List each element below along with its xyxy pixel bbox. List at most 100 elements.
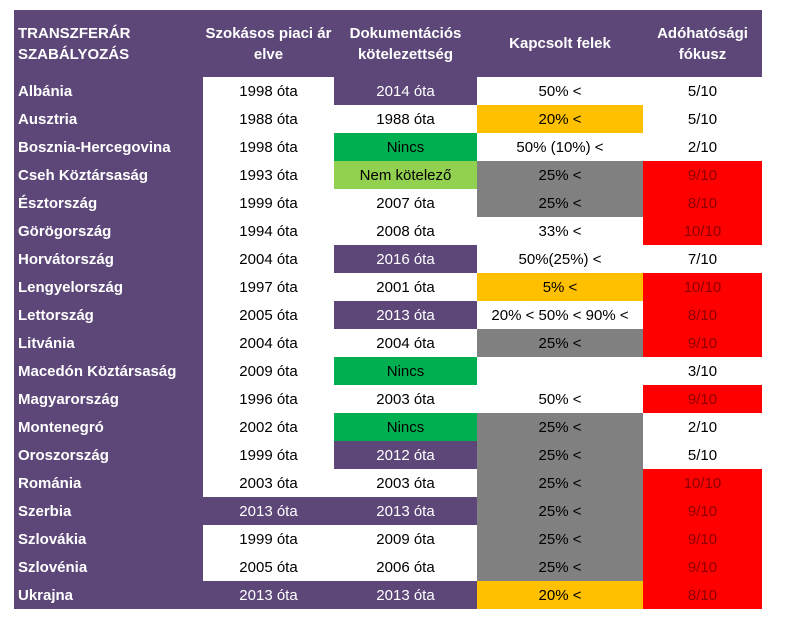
country-cell: Ukrajna	[14, 581, 203, 609]
arm-length-cell: 2004 óta	[203, 245, 334, 273]
country-cell: Montenegró	[14, 413, 203, 441]
tax-focus-cell: 10/10	[643, 273, 762, 301]
country-cell: Szlovákia	[14, 525, 203, 553]
table-row: Litvánia 2004 óta 2004 óta 25% <9/10	[14, 329, 762, 357]
table-row: Szerbia 2013 óta 2013 óta 25% <9/10	[14, 497, 762, 525]
documentation-cell: 2013 óta	[334, 497, 477, 525]
related-parties-cell: 25% <	[477, 161, 643, 189]
tax-focus-cell: 10/10	[643, 469, 762, 497]
documentation-cell: 2003 óta	[334, 385, 477, 413]
documentation-cell: 2016 óta	[334, 245, 477, 273]
table-row: Horvátország 2004 óta 2016 óta 50%(25%) <7/…	[14, 245, 762, 273]
country-cell: Szlovénia	[14, 553, 203, 581]
table-row: Lettország 2005 óta 2013 óta 20% < 50% < 90…	[14, 301, 762, 329]
arm-length-cell: 2005 óta	[203, 301, 334, 329]
tax-focus-cell: 9/10	[643, 385, 762, 413]
table-row: Észtország 1999 óta 2007 óta 25% <8/10	[14, 189, 762, 217]
country-cell: Szerbia	[14, 497, 203, 525]
country-cell: Cseh Köztársaság	[14, 161, 203, 189]
country-cell: Lengyelország	[14, 273, 203, 301]
arm-length-cell: 1993 óta	[203, 161, 334, 189]
header-country: TRANSZFERÁR SZABÁLYOZÁS	[14, 10, 203, 77]
tax-focus-cell: 9/10	[643, 497, 762, 525]
table-row: Szlovákia 1999 óta 2009 óta 25% <9/10	[14, 525, 762, 553]
documentation-cell: 2007 óta	[334, 189, 477, 217]
documentation-cell: 2004 óta	[334, 329, 477, 357]
arm-length-cell: 2013 óta	[203, 581, 334, 609]
related-parties-cell: 25% <	[477, 497, 643, 525]
table-row: Románia 2003 óta 2003 óta 25% <10/10	[14, 469, 762, 497]
related-parties-cell: 20% <	[477, 105, 643, 133]
related-parties-cell: 25% <	[477, 329, 643, 357]
tax-focus-cell: 5/10	[643, 105, 762, 133]
related-parties-cell: 50% (10%) <	[477, 133, 643, 161]
arm-length-cell: 1998 óta	[203, 77, 334, 105]
table-row: Ausztria 1988 óta 1988 óta 20% <5/10	[14, 105, 762, 133]
related-parties-cell: 33% <	[477, 217, 643, 245]
table-row: Macedón Köztársaság 2009 óta Nincs 3/10	[14, 357, 762, 385]
documentation-cell: Nincs	[334, 413, 477, 441]
tax-focus-cell: 9/10	[643, 525, 762, 553]
table-row: Szlovénia 2005 óta 2006 óta 25% <9/10	[14, 553, 762, 581]
arm-length-cell: 2005 óta	[203, 553, 334, 581]
tax-focus-cell: 2/10	[643, 133, 762, 161]
documentation-cell: 2008 óta	[334, 217, 477, 245]
tax-focus-cell: 8/10	[643, 581, 762, 609]
country-cell: Macedón Köztársaság	[14, 357, 203, 385]
header-related-parties: Kapcsolt felek	[509, 35, 611, 52]
related-parties-cell: 25% <	[477, 469, 643, 497]
documentation-cell: 2006 óta	[334, 553, 477, 581]
tax-focus-cell: 8/10	[643, 189, 762, 217]
tax-focus-cell: 10/10	[643, 217, 762, 245]
transfer-pricing-table: TRANSZFERÁR SZABÁLYOZÁS Szokásos piaci á…	[14, 10, 762, 609]
country-cell: Magyarország	[14, 385, 203, 413]
related-parties-cell: 25% <	[477, 525, 643, 553]
documentation-cell: 2013 óta	[334, 301, 477, 329]
tax-focus-cell: 2/10	[643, 413, 762, 441]
country-cell: Észtország	[14, 189, 203, 217]
related-parties-cell: 20% <	[477, 581, 643, 609]
country-cell: Litvánia	[14, 329, 203, 357]
country-cell: Bosznia-Hercegovina	[14, 133, 203, 161]
table-row: Lengyelország 1997 óta 2001 óta 5% <10/10	[14, 273, 762, 301]
tax-focus-cell: 9/10	[643, 161, 762, 189]
documentation-cell: 2013 óta	[334, 581, 477, 609]
documentation-cell: 2001 óta	[334, 273, 477, 301]
arm-length-cell: 2003 óta	[203, 469, 334, 497]
table-row: Görögország 1994 óta 2008 óta 33% <10/10	[14, 217, 762, 245]
documentation-cell: 2009 óta	[334, 525, 477, 553]
tax-focus-cell: 9/10	[643, 329, 762, 357]
table-header-row: TRANSZFERÁR SZABÁLYOZÁS Szokásos piaci á…	[14, 10, 762, 77]
related-parties-cell: 50% <	[477, 77, 643, 105]
country-cell: Horvátország	[14, 245, 203, 273]
country-cell: Ausztria	[14, 105, 203, 133]
arm-length-cell: 1996 óta	[203, 385, 334, 413]
tax-focus-cell: 7/10	[643, 245, 762, 273]
tax-focus-cell: 5/10	[643, 441, 762, 469]
related-parties-cell: 25% <	[477, 413, 643, 441]
related-parties-cell: 50%(25%) <	[477, 245, 643, 273]
related-parties-cell: 25% <	[477, 189, 643, 217]
related-parties-cell: 5% <	[477, 273, 643, 301]
table-row: Albánia 1998 óta 2014 óta 50% <5/10	[14, 77, 762, 105]
header-documentation: Dokumentációs kötelezettség	[349, 24, 462, 63]
country-cell: Románia	[14, 469, 203, 497]
arm-length-cell: 2009 óta	[203, 357, 334, 385]
documentation-cell: Nincs	[334, 357, 477, 385]
header-tax-focus: Adóhatósági fókusz	[657, 24, 748, 63]
tax-focus-cell: 3/10	[643, 357, 762, 385]
arm-length-cell: 2002 óta	[203, 413, 334, 441]
table-row: Magyarország 1996 óta 2003 óta 50% <9/10	[14, 385, 762, 413]
table-body: Albánia 1998 óta 2014 óta 50% <5/10 Ausztria…	[14, 77, 762, 609]
table-row: Cseh Köztársaság 1993 óta Nem kötelező 25% …	[14, 161, 762, 189]
tax-focus-cell: 9/10	[643, 553, 762, 581]
country-cell: Albánia	[14, 77, 203, 105]
country-cell: Görögország	[14, 217, 203, 245]
related-parties-cell: 25% <	[477, 553, 643, 581]
arm-length-cell: 1999 óta	[203, 441, 334, 469]
header-arm-length: Szokásos piaci ár elve	[205, 24, 332, 63]
documentation-cell: 2012 óta	[334, 441, 477, 469]
arm-length-cell: 1997 óta	[203, 273, 334, 301]
tax-focus-cell: 8/10	[643, 301, 762, 329]
arm-length-cell: 1999 óta	[203, 525, 334, 553]
